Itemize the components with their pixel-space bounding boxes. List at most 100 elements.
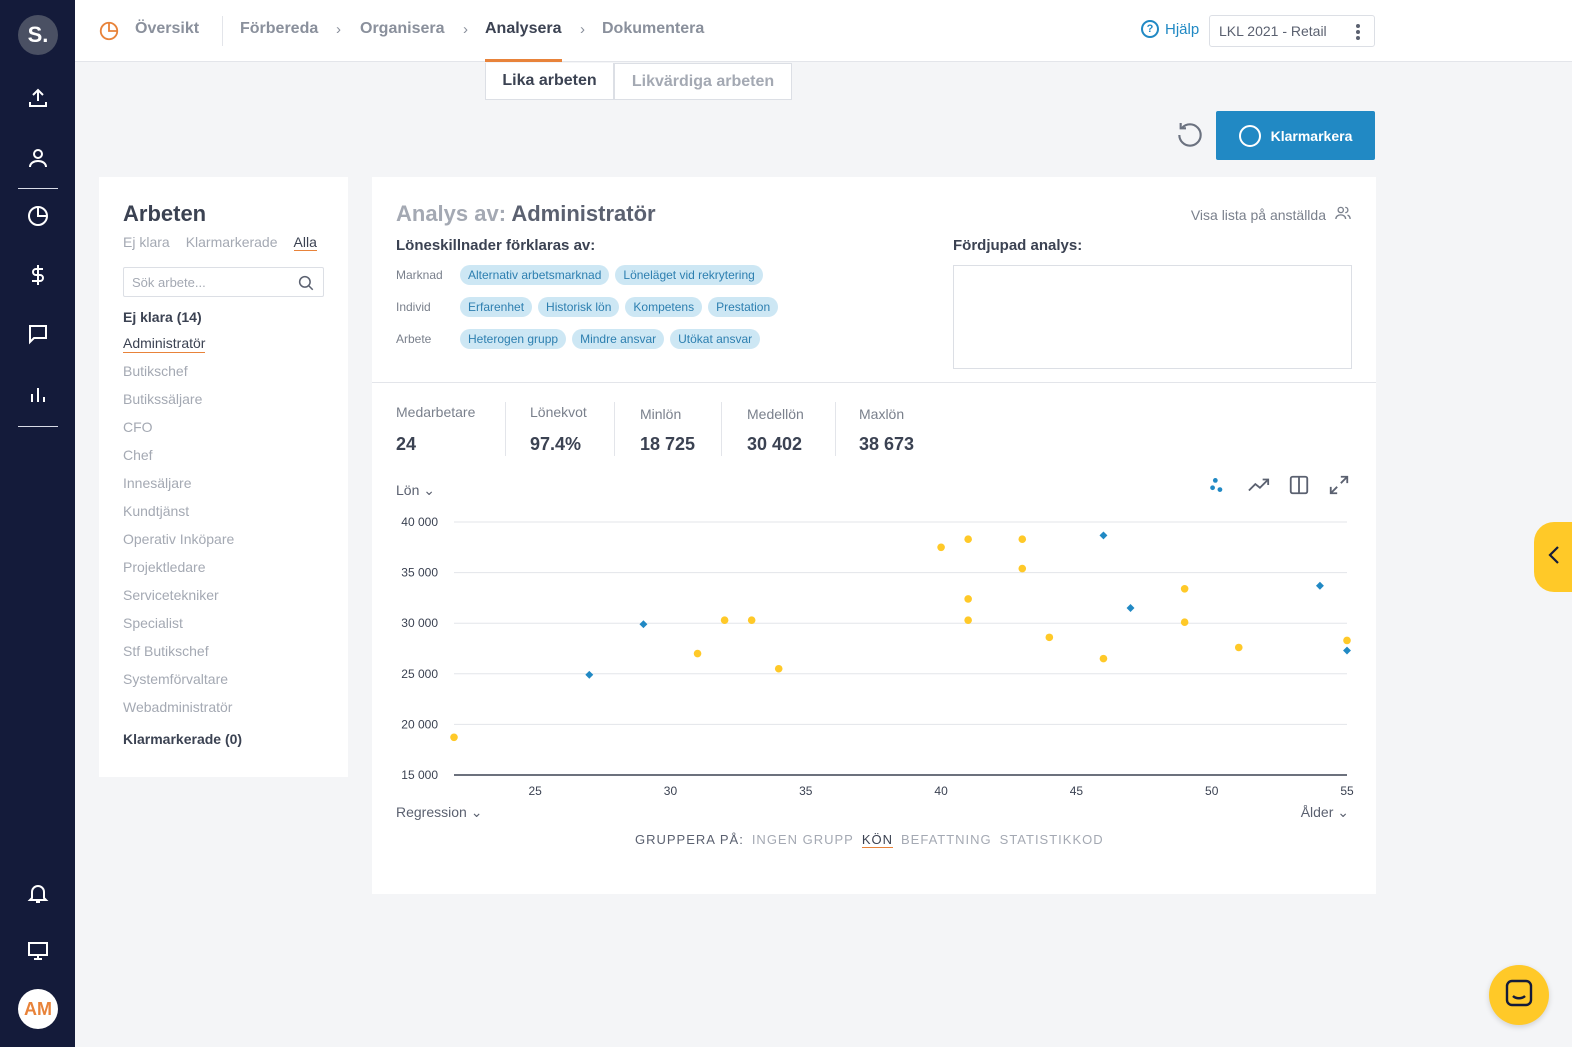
users-icon [1334, 204, 1352, 225]
regression-select[interactable]: Regression ⌄ [396, 804, 482, 821]
group-position[interactable]: BEFATTNING [901, 832, 992, 847]
pie-chart-icon[interactable] [22, 200, 54, 232]
nav-step-prepare[interactable]: Förbereda [240, 20, 319, 37]
nav-step-analyze[interactable]: Analysera [485, 20, 562, 37]
filter-done[interactable]: Klarmarkerade [185, 234, 278, 250]
job-item[interactable]: Administratör [123, 335, 206, 353]
reset-icon[interactable] [1172, 117, 1208, 153]
data-point [1315, 581, 1324, 590]
job-item[interactable]: Butikschef [123, 363, 188, 379]
stat-label: Medarbetare [396, 404, 476, 420]
trend-icon[interactable] [1246, 472, 1272, 498]
project-select[interactable]: LKL 2021 - Retail [1209, 15, 1375, 47]
chevron-right-icon: › [463, 21, 468, 38]
data-point [1180, 584, 1189, 593]
overview-icon[interactable] [98, 20, 120, 42]
data-point [1180, 618, 1189, 626]
jobs-title: Arbeten [123, 201, 207, 226]
job-search-input[interactable] [132, 269, 292, 295]
salary-age-chart: 15 000 20 000 25 000 30 000 35 000 40 000 25 30… [401, 515, 1354, 798]
app-logo[interactable]: S. [18, 15, 58, 55]
nav-step-organize[interactable]: Organisera [360, 20, 445, 37]
regression-label: Regression [396, 804, 467, 820]
support-chat-button[interactable] [1489, 965, 1549, 1025]
bar-chart-icon[interactable] [22, 378, 54, 410]
mark-done-button[interactable]: Klarmarkera [1216, 111, 1375, 160]
data-point [1045, 633, 1054, 642]
job-item[interactable]: Butikssäljare [123, 391, 203, 407]
x-axis-select[interactable]: Ålder ⌄ [1301, 804, 1349, 821]
data-point [964, 616, 972, 624]
job-item[interactable]: Operativ Inköpare [123, 531, 235, 547]
help-link[interactable]: ? Hjälp [1141, 20, 1199, 38]
monitor-icon[interactable] [22, 935, 54, 967]
tag[interactable]: Mindre ansvar [572, 329, 665, 349]
job-item[interactable]: Chef [123, 447, 153, 463]
stat-min-salary: Minlön 18 725 [640, 406, 695, 455]
show-employees-link[interactable]: Visa lista på anställda [1191, 204, 1352, 225]
filter-all[interactable]: Alla [293, 234, 317, 251]
filter-not-done[interactable]: Ej klara [123, 234, 170, 250]
scatter-icon[interactable] [1206, 472, 1232, 498]
row-label-market: Marknad [396, 268, 443, 282]
section-divider [372, 382, 1376, 383]
job-item[interactable]: Specialist [123, 615, 183, 631]
expand-icon[interactable] [1326, 472, 1352, 498]
job-item[interactable]: Servicetekniker [123, 587, 219, 603]
tag[interactable]: Löneläget vid rekrytering [615, 265, 763, 285]
job-item[interactable]: Projektledare [123, 559, 206, 575]
group-header-not-done[interactable]: Ej klara (14) [123, 309, 202, 325]
side-drawer-toggle[interactable] [1534, 522, 1572, 592]
deep-analysis-input[interactable] [953, 265, 1352, 369]
y-axis-label: Lön [396, 482, 420, 498]
nav-overview[interactable]: Översikt [135, 20, 200, 37]
nav-active-indicator [485, 59, 562, 62]
job-item[interactable]: Innesäljare [123, 475, 192, 491]
split-view-icon[interactable] [1286, 472, 1312, 498]
group-header-done[interactable]: Klarmarkerade (0) [123, 731, 243, 747]
row-label-individual: Individ [396, 300, 431, 314]
y-axis-select[interactable]: Lön ⌄ [396, 482, 435, 499]
jobs-panel: Arbeten Ej klara Klarmarkerade Alla Ej k… [99, 177, 348, 777]
group-gender[interactable]: KÖN [861, 832, 893, 848]
analysis-title-prefix: Analys av: [396, 201, 507, 226]
tab-equal-work[interactable]: Lika arbeten [485, 63, 614, 100]
bell-icon[interactable] [22, 877, 54, 909]
tab-equivalent-work[interactable]: Likvärdiga arbeten [614, 63, 792, 100]
job-item[interactable]: Systemförvaltare [123, 671, 229, 687]
job-item[interactable]: Stf Butikschef [123, 643, 209, 659]
tag[interactable]: Kompetens [625, 297, 703, 317]
mark-done-label: Klarmarkera [1270, 127, 1353, 144]
data-point [720, 616, 729, 624]
job-item[interactable]: Kundtjänst [123, 503, 190, 519]
x-tick-label: 30 [664, 784, 678, 798]
avatar[interactable]: AM [18, 989, 58, 1029]
tag[interactable]: Erfarenhet [460, 297, 533, 317]
tag[interactable]: Heterogen grupp [460, 329, 567, 349]
job-item[interactable]: Webadministratör [123, 699, 233, 715]
stat-value: 38 673 [859, 434, 915, 454]
job-item[interactable]: CFO [123, 419, 153, 435]
tag[interactable]: Prestation [708, 297, 779, 317]
stat-label: Minlön [640, 406, 682, 422]
kebab-icon[interactable] [1356, 24, 1360, 40]
data-point [747, 616, 756, 624]
search-icon[interactable] [297, 274, 315, 297]
jobs-filters: Ej klara Klarmarkerade Alla [123, 234, 317, 251]
upload-icon[interactable] [22, 82, 54, 114]
data-point [1018, 535, 1027, 544]
user-icon[interactable] [22, 142, 54, 174]
tag[interactable]: Historisk lön [538, 297, 620, 317]
group-none[interactable]: INGEN GRUPP [751, 832, 854, 847]
chevron-down-icon: ⌄ [466, 804, 483, 820]
explained-by-header: Löneskillnader förklaras av: [396, 237, 596, 254]
chat-icon[interactable] [22, 318, 54, 350]
nav-step-document[interactable]: Dokumentera [602, 20, 705, 37]
data-point [1234, 643, 1243, 652]
chevron-right-icon: › [580, 21, 585, 38]
tag[interactable]: Utökat ansvar [670, 329, 761, 349]
tag[interactable]: Alternativ arbetsmarknad [460, 265, 610, 285]
stat-employees: Medarbetare 24 [396, 404, 475, 455]
dollar-icon[interactable] [22, 259, 54, 291]
group-stat-code[interactable]: STATISTIKKOD [999, 832, 1104, 847]
